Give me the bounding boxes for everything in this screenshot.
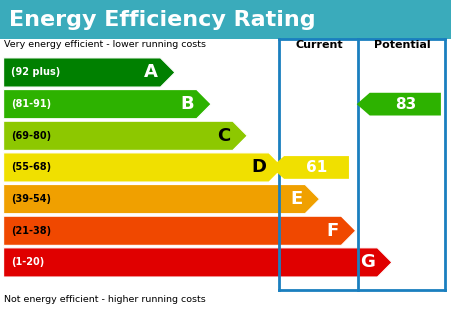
Text: 83: 83 <box>394 97 415 112</box>
Text: E: E <box>290 190 302 208</box>
Polygon shape <box>4 185 319 214</box>
Polygon shape <box>4 248 391 277</box>
Text: C: C <box>217 127 230 145</box>
Text: (21-38): (21-38) <box>11 226 51 236</box>
Text: (55-68): (55-68) <box>11 162 51 172</box>
Text: B: B <box>180 95 194 113</box>
Text: (69-80): (69-80) <box>11 131 51 141</box>
Text: Energy Efficiency Rating: Energy Efficiency Rating <box>9 10 315 29</box>
Text: (39-54): (39-54) <box>11 194 51 204</box>
Text: Current: Current <box>295 40 342 50</box>
Text: D: D <box>251 158 266 177</box>
Text: (81-91): (81-91) <box>11 99 51 109</box>
Text: G: G <box>359 254 374 271</box>
Text: 61: 61 <box>305 160 327 175</box>
Text: F: F <box>326 222 338 240</box>
Bar <box>0 0 451 39</box>
Polygon shape <box>356 93 440 115</box>
Polygon shape <box>4 153 283 182</box>
Polygon shape <box>4 58 175 87</box>
Polygon shape <box>4 121 247 150</box>
Text: (1-20): (1-20) <box>11 257 45 267</box>
Polygon shape <box>4 216 355 245</box>
Text: Very energy efficient - lower running costs: Very energy efficient - lower running co… <box>4 39 205 49</box>
Polygon shape <box>4 90 211 119</box>
Text: Not energy efficient - higher running costs: Not energy efficient - higher running co… <box>4 295 205 304</box>
Text: (92 plus): (92 plus) <box>11 68 60 78</box>
Text: A: A <box>144 64 158 81</box>
Polygon shape <box>271 156 348 179</box>
Text: Potential: Potential <box>373 40 429 50</box>
